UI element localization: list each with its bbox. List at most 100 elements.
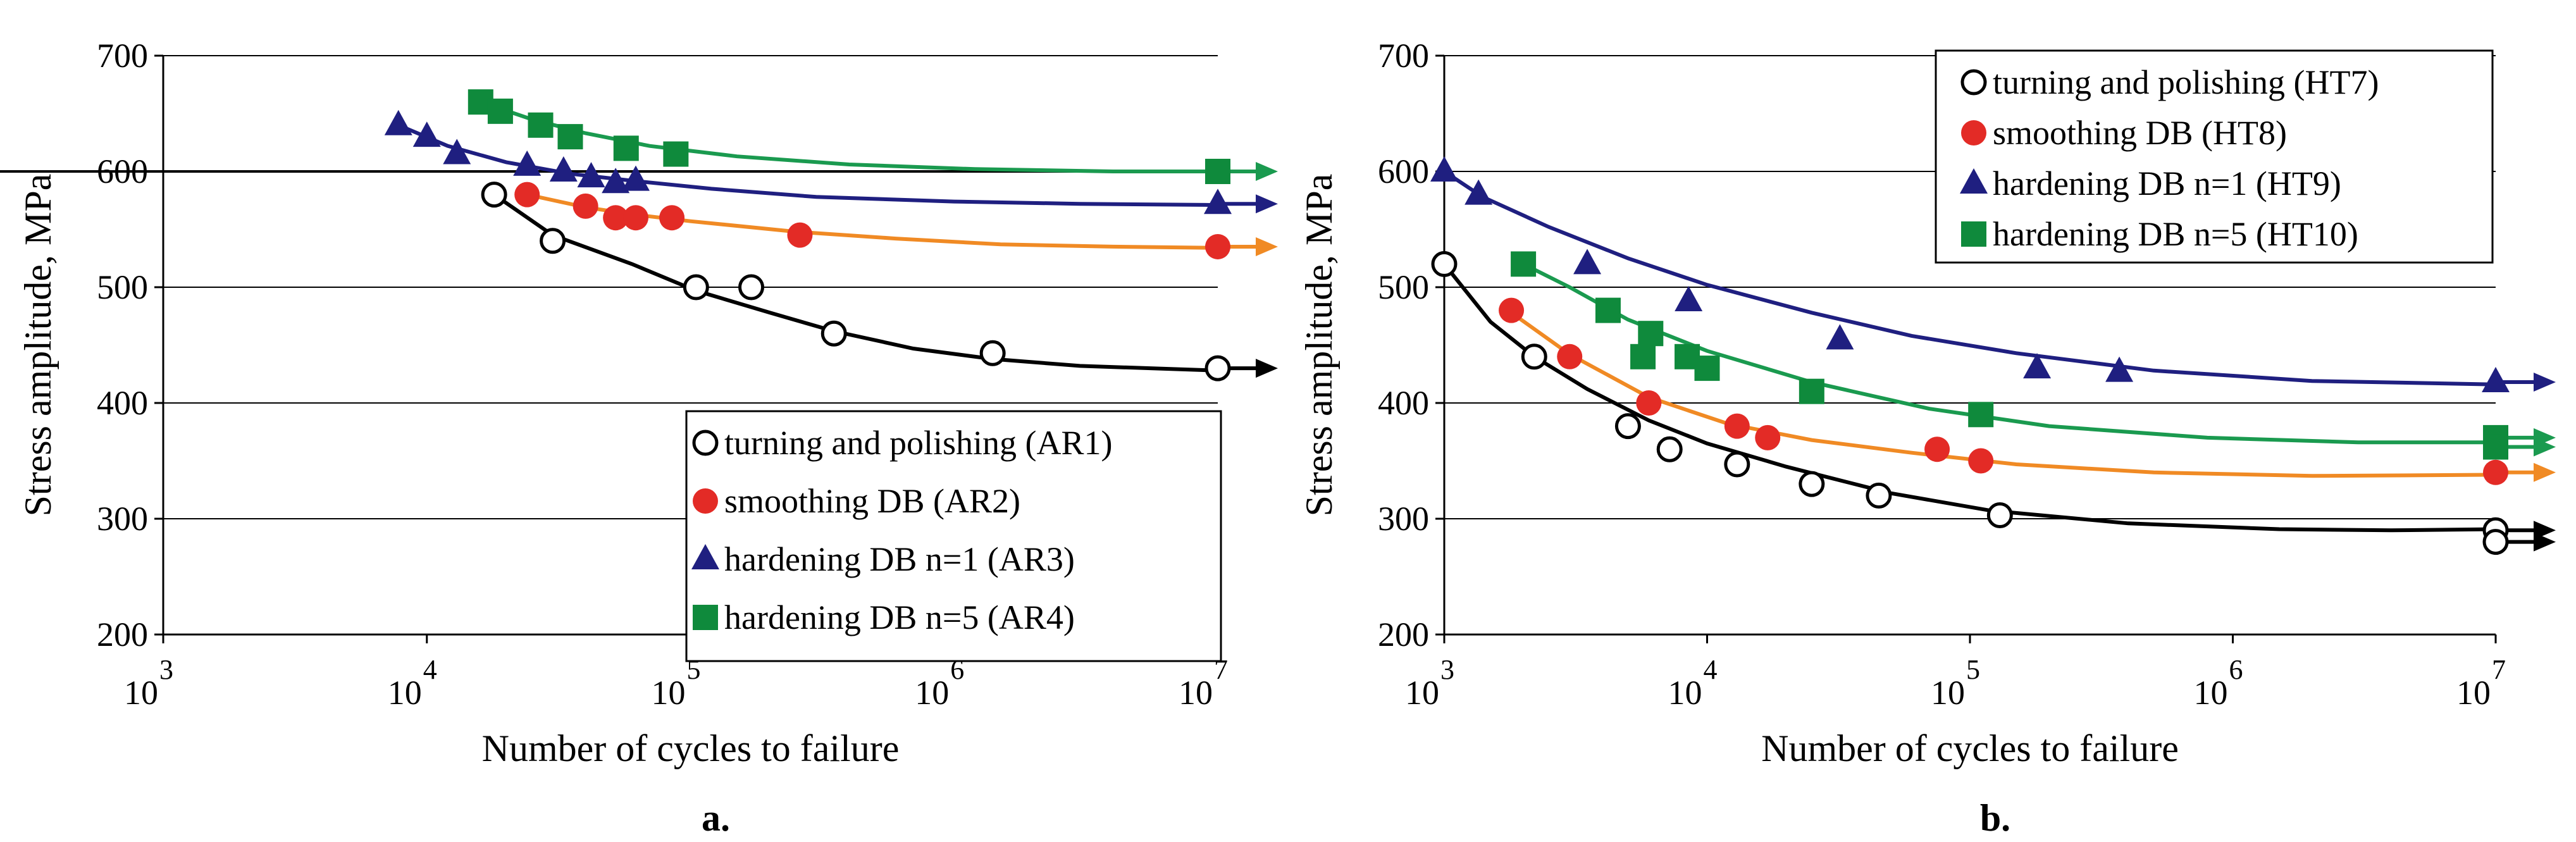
data-point (1204, 355, 1231, 381)
data-point (1694, 356, 1720, 381)
legend-marker (693, 605, 718, 630)
data-point (1675, 285, 1703, 311)
data-point (412, 121, 441, 147)
fit-curve (480, 100, 1218, 173)
data-point (1521, 344, 1547, 370)
y-tick-label: 400 (1378, 384, 1429, 422)
data-point (1595, 297, 1621, 323)
data-point (1799, 471, 1825, 497)
x-tick-exponent: 6 (2229, 654, 2243, 685)
fit-curve (1510, 311, 2496, 478)
data-point (557, 124, 583, 150)
data-point (1630, 344, 1656, 369)
runout-arrowhead (2534, 373, 2556, 392)
x-tick-label: 10 (2194, 674, 2228, 712)
runout-arrowhead (2534, 437, 2556, 457)
data-point (738, 274, 765, 300)
data-point (514, 182, 540, 207)
runout-arrowhead (2534, 462, 2556, 482)
legend-label: turning and polishing (AR1) (724, 424, 1112, 462)
data-point (603, 205, 629, 231)
x-axis-title: Number of cycles to failure (482, 727, 900, 769)
data-point (622, 205, 648, 231)
data-point (1724, 451, 1750, 478)
data-point (481, 182, 507, 208)
x-tick-label: 10 (652, 674, 686, 712)
y-tick-label: 200 (1378, 616, 1429, 653)
x-tick-exponent: 3 (1440, 654, 1454, 685)
data-point (1968, 402, 1994, 428)
runout-arrowhead (2534, 532, 2556, 552)
x-tick-exponent: 7 (2492, 654, 2506, 685)
legend-marker (1961, 120, 1986, 145)
x-tick-label: 10 (1931, 674, 1965, 712)
data-point (621, 165, 650, 191)
data-point (1986, 502, 2013, 529)
data-point (1204, 189, 1232, 214)
x-tick-exponent: 3 (159, 654, 173, 685)
legend-marker (693, 488, 718, 514)
data-point (1755, 424, 1781, 450)
panel-label: b. (1980, 797, 2010, 839)
data-point (1656, 436, 1683, 462)
chart-panel-2: 200300400500600700103104105106107Number … (1298, 37, 2556, 839)
data-point (1636, 390, 1662, 416)
legend-box (1935, 49, 2494, 264)
data-point (1573, 249, 1602, 275)
data-point (513, 150, 542, 176)
data-point (602, 168, 630, 194)
legend-marker (691, 544, 719, 569)
data-point (659, 205, 685, 231)
panel-label: a. (702, 797, 730, 839)
legend-label: smoothing DB (AR2) (724, 482, 1020, 520)
data-point (2105, 356, 2134, 382)
legend-label: hardening DB n=1 (AR3) (724, 540, 1075, 578)
legend-marker (1960, 69, 1987, 96)
legend-box (685, 410, 1222, 662)
data-point (663, 141, 689, 167)
data-point (1826, 324, 1854, 350)
y-tick-label: 200 (97, 616, 148, 653)
x-tick-exponent: 5 (1966, 654, 1980, 685)
data-point (443, 139, 471, 164)
x-tick-label: 10 (915, 674, 949, 712)
data-point (573, 193, 598, 219)
x-tick-label: 10 (388, 674, 422, 712)
data-point (1724, 413, 1750, 439)
x-tick-label: 10 (1668, 674, 1702, 712)
legend-label: hardening DB n=1 (HT9) (1993, 164, 2341, 202)
data-point (577, 162, 605, 188)
data-point (1866, 482, 1892, 509)
x-tick-label: 10 (1179, 674, 1213, 712)
y-tick-label: 300 (97, 500, 148, 538)
fit-curve (397, 123, 1218, 207)
y-axis-title: Stress amplitude, MPa (17, 174, 59, 517)
data-point (1557, 344, 1583, 369)
runout-arrowhead (1256, 194, 1278, 214)
legend-marker (1961, 221, 1986, 247)
y-tick-label: 300 (1378, 500, 1429, 538)
data-point (1924, 436, 1950, 462)
x-tick-exponent: 4 (423, 654, 437, 685)
data-point (384, 109, 412, 135)
data-point (820, 320, 847, 347)
data-point (683, 274, 709, 300)
x-tick-label: 10 (2456, 674, 2491, 712)
y-tick-label: 400 (97, 384, 148, 422)
data-point (540, 228, 566, 254)
data-point (1431, 251, 1458, 277)
y-tick-label: 600 (97, 152, 148, 190)
x-tick-exponent: 4 (1704, 654, 1718, 685)
y-tick-label: 600 (1378, 152, 1429, 190)
fit-curve (493, 193, 1218, 373)
y-tick-label: 700 (1378, 37, 1429, 75)
legend: turning and polishing (HT7) smoothing DB … (1935, 49, 2494, 264)
legend-label: smoothing DB (HT8) (1993, 114, 2287, 152)
data-point (1499, 297, 1525, 323)
chart-panel-1: 200300400500600700103104105106107Number … (0, 37, 1278, 839)
x-axis-title: Number of cycles to failure (1761, 727, 2179, 769)
legend: turning and polishing (AR1) smoothing DB … (685, 410, 1222, 662)
data-point (1614, 413, 1641, 440)
data-point (2023, 353, 2052, 379)
legend-label: hardening DB n=5 (AR4) (724, 598, 1075, 636)
